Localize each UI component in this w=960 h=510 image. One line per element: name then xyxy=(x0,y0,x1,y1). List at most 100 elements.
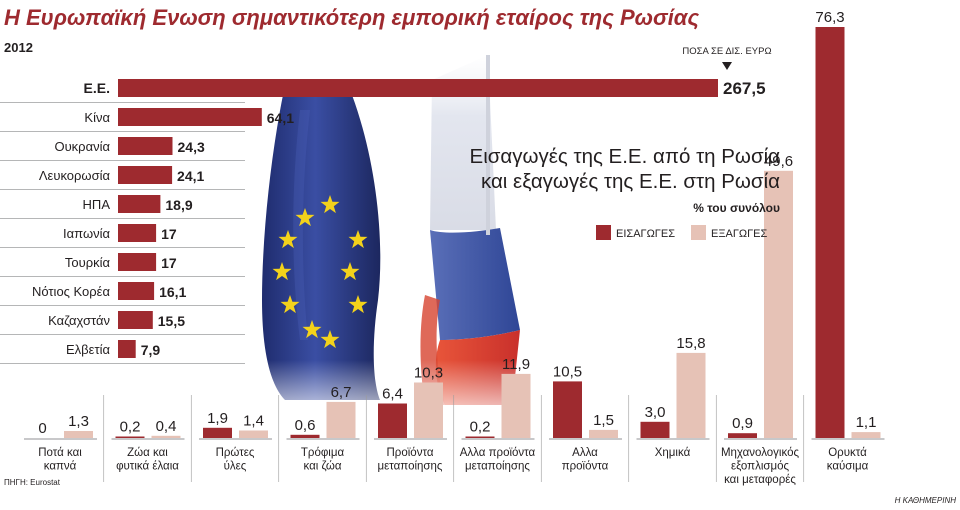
imports-bar xyxy=(465,436,495,438)
partner-value: 24,3 xyxy=(178,139,205,155)
exports-value: 49,6 xyxy=(764,153,793,170)
star-icon xyxy=(295,208,315,227)
imports-bar xyxy=(728,433,757,438)
eu-flag-icon xyxy=(262,95,381,400)
star-icon xyxy=(302,320,322,339)
category-label: Αλλα προϊόντα xyxy=(460,447,536,459)
exports-bar xyxy=(501,373,531,438)
legend-swatch-exports xyxy=(691,225,706,240)
subchart-unit: % του συνόλου xyxy=(693,201,780,215)
partner-value: 16,1 xyxy=(159,284,186,300)
sectors-chart: 0 1,3 Ποτά και καπνά 0,2 0,4 Ζώα και φυτικά έλα… xyxy=(24,9,885,486)
partner-value: 64,1 xyxy=(267,110,294,126)
imports-bar xyxy=(290,434,320,438)
exports-value: 10,3 xyxy=(414,365,443,382)
category-label: Πρώτες xyxy=(216,447,255,459)
exports-bar xyxy=(676,352,706,438)
imports-bar xyxy=(553,381,582,438)
subchart-title-line1: Εισαγωγές της Ε.Ε. από τη Ρωσία xyxy=(470,145,781,168)
subchart-title-line2: και εξαγωγές της Ε.Ε. στη Ρωσία xyxy=(481,170,780,193)
category-label: Χημικά xyxy=(655,447,691,459)
category-label: και ζώα xyxy=(304,461,342,473)
page-title: Η Ευρωπαϊκή Ενωση σημαντικότερη εμπορική… xyxy=(4,5,699,30)
imports-value: 0,9 xyxy=(732,415,753,432)
partner-bar xyxy=(118,79,718,97)
legend-swatch-imports xyxy=(596,225,611,240)
partner-value: 24,1 xyxy=(177,168,204,184)
partner-value: 15,5 xyxy=(158,313,185,329)
eu-stars xyxy=(272,195,368,349)
partner-bar xyxy=(118,166,173,184)
exports-bar xyxy=(239,430,268,438)
exports-bar xyxy=(414,382,443,438)
exports-bar xyxy=(326,401,356,438)
imports-value: 76,3 xyxy=(815,9,844,26)
partner-label: Λευκορωσία xyxy=(39,168,111,183)
category-label: Τρόφιμα xyxy=(301,447,345,459)
category-label: καπνά xyxy=(44,461,77,473)
star-icon xyxy=(272,262,292,281)
category-label: Ορυκτά xyxy=(828,447,867,459)
partner-bar xyxy=(118,282,155,300)
partner-label: Κίνα xyxy=(84,110,110,125)
category-label: και μεταφορές xyxy=(724,474,796,486)
partner-label: Νότιος Κορέα xyxy=(32,284,110,299)
category-label: εξοπλισμός xyxy=(731,461,790,473)
exports-bar xyxy=(851,432,881,438)
imports-bar xyxy=(115,436,145,438)
exports-value: 0,4 xyxy=(156,418,177,435)
category-label: Μηχανολογικός xyxy=(721,447,800,459)
partner-value: 7,9 xyxy=(141,342,161,358)
partner-label: ΗΠΑ xyxy=(83,197,111,212)
partner-bar xyxy=(118,195,161,213)
star-icon xyxy=(340,262,360,281)
legend-label-imports: ΕΙΣΑΓΩΓΕΣ xyxy=(616,228,675,240)
imports-value: 0,2 xyxy=(120,419,141,436)
legend-label-exports: ΕΞΑΓΩΓΕΣ xyxy=(711,228,768,240)
partner-bar xyxy=(118,224,157,242)
exports-value: 6,7 xyxy=(331,384,352,401)
partner-label: Ιαπωνία xyxy=(63,226,110,241)
exports-value: 1,5 xyxy=(593,412,614,429)
exports-value: 15,8 xyxy=(676,335,705,352)
exports-value: 11,9 xyxy=(502,356,530,373)
unit-note: ΠΟΣΑ ΣΕ ΔΙΣ. ΕΥΡΩ xyxy=(682,46,771,57)
exports-value: 1,3 xyxy=(68,413,89,430)
category-label: καύσιμα xyxy=(827,461,869,473)
partner-value: 17 xyxy=(161,255,177,271)
partner-label: Τουρκία xyxy=(65,255,111,270)
partner-label: Καζαχστάν xyxy=(48,313,110,328)
imports-value: 6,4 xyxy=(382,386,403,403)
category-label: Αλλα xyxy=(572,447,598,459)
partners-chart: Ε.Ε. 267,5 Κίνα 64,1 Ουκρανία 24,3 Λευκορωσία 2… xyxy=(0,79,766,364)
category-label: προϊόντα xyxy=(562,461,609,473)
imports-value: 0,2 xyxy=(470,419,491,436)
category-label: Ζώα και xyxy=(127,447,168,459)
star-icon xyxy=(280,295,300,314)
partner-label: Ελβετία xyxy=(66,342,110,357)
imports-value: 0 xyxy=(38,420,46,437)
exports-bar xyxy=(64,431,93,438)
imports-value: 10,5 xyxy=(553,363,582,380)
imports-value: 3,0 xyxy=(645,404,666,421)
partner-label: Ε.Ε. xyxy=(84,80,110,96)
year-label: 2012 xyxy=(4,40,33,55)
star-icon xyxy=(348,230,368,249)
star-icon xyxy=(348,295,368,314)
partner-bar xyxy=(118,311,153,329)
source-note: ΠΗΓΗ: Eurostat xyxy=(4,478,61,487)
exports-bar xyxy=(764,170,793,439)
star-icon xyxy=(278,230,298,249)
partner-bar xyxy=(118,340,136,358)
exports-bar xyxy=(151,435,181,438)
imports-bar xyxy=(203,427,232,438)
imports-value: 1,9 xyxy=(207,410,228,427)
category-label: μεταποίησης xyxy=(465,461,530,473)
exports-value: 1,4 xyxy=(243,413,264,430)
imports-bar xyxy=(378,403,407,438)
partner-bar xyxy=(118,137,173,155)
partner-bar xyxy=(118,253,157,271)
legend: ΕΙΣΑΓΩΓΕΣ ΕΞΑΓΩΓΕΣ xyxy=(596,225,768,240)
category-label: ύλες xyxy=(224,461,247,473)
